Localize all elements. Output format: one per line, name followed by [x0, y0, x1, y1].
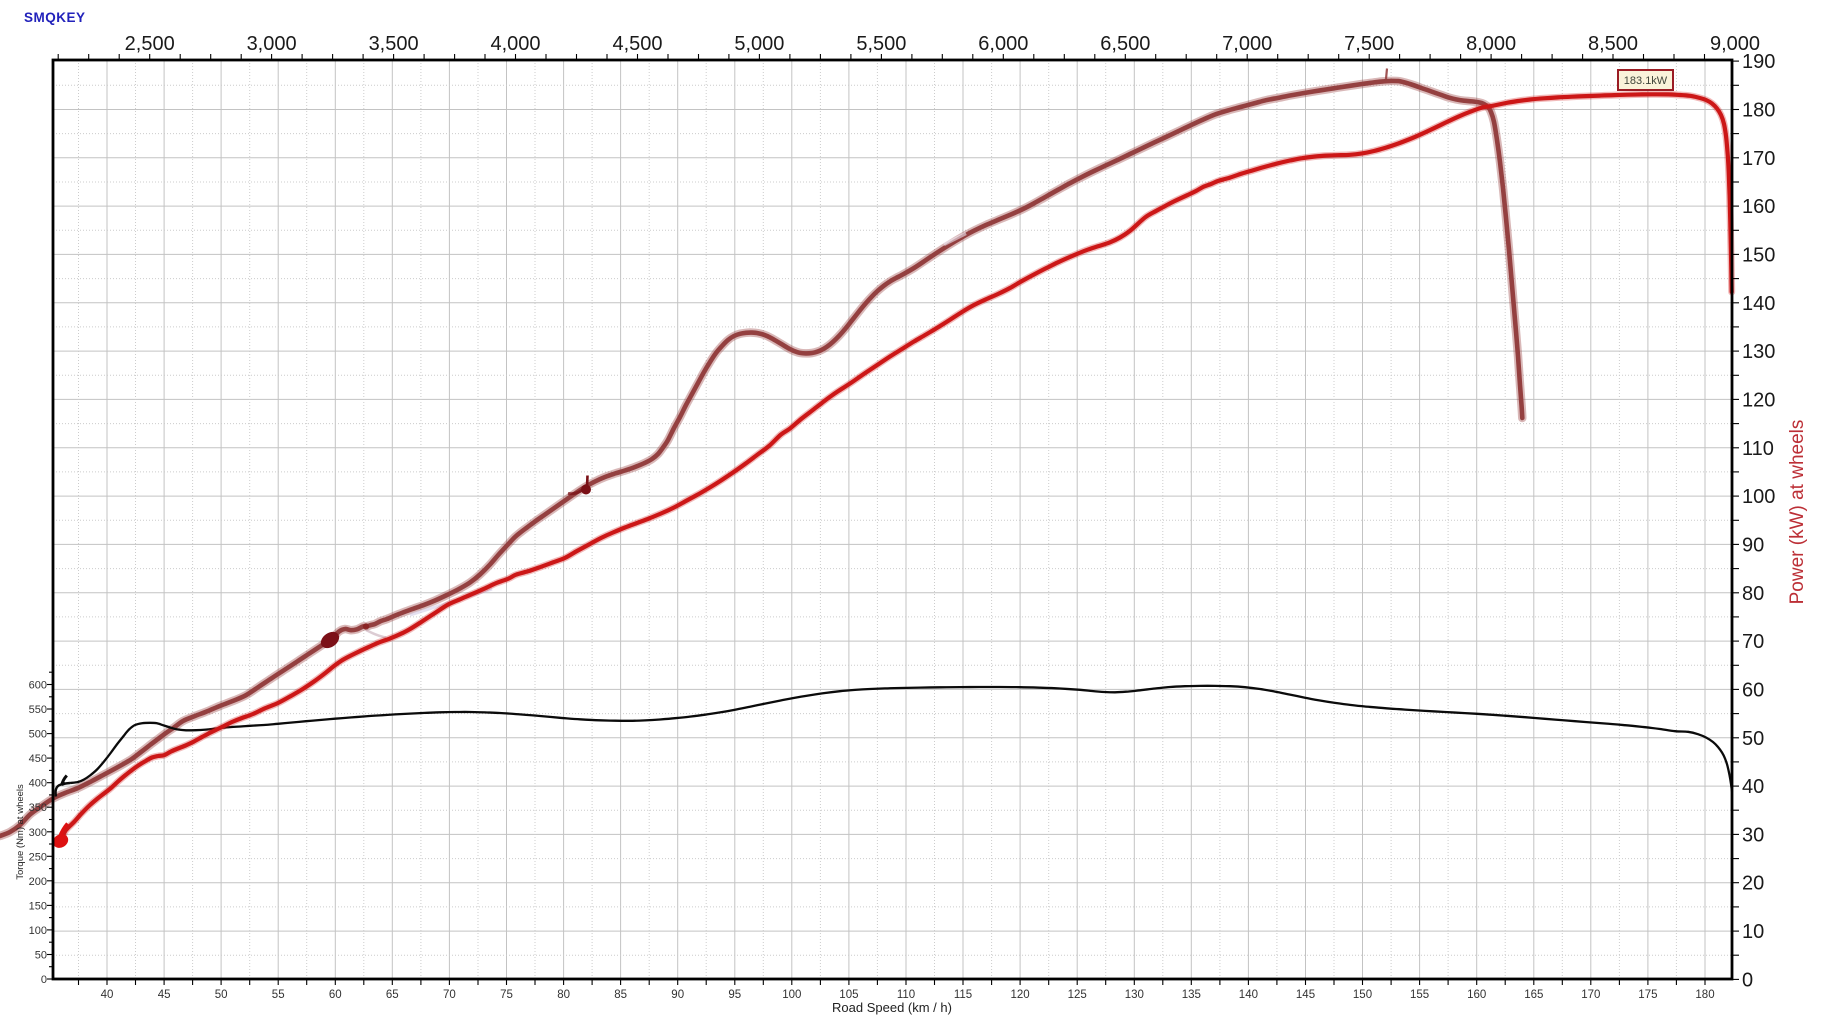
- svg-text:150: 150: [1353, 989, 1372, 1001]
- svg-text:65: 65: [386, 989, 399, 1001]
- svg-text:40: 40: [101, 989, 114, 1001]
- svg-text:95: 95: [728, 989, 741, 1001]
- svg-text:6,500: 6,500: [1100, 33, 1150, 55]
- svg-text:200: 200: [29, 876, 47, 888]
- svg-text:110: 110: [897, 989, 915, 1001]
- svg-text:9,000: 9,000: [1710, 33, 1760, 55]
- svg-text:170: 170: [1581, 989, 1600, 1001]
- svg-text:160: 160: [1742, 196, 1775, 218]
- svg-text:45: 45: [158, 989, 171, 1001]
- svg-text:183.1kW: 183.1kW: [1624, 75, 1668, 87]
- svg-text:120: 120: [1742, 389, 1775, 411]
- svg-text:2,500: 2,500: [125, 33, 175, 55]
- svg-text:8,500: 8,500: [1588, 33, 1638, 55]
- svg-text:180: 180: [1695, 989, 1714, 1001]
- svg-text:130: 130: [1742, 341, 1775, 363]
- svg-text:4,500: 4,500: [612, 33, 662, 55]
- svg-text:190: 190: [1742, 51, 1775, 73]
- svg-text:6,000: 6,000: [978, 33, 1028, 55]
- svg-text:140: 140: [1742, 293, 1775, 315]
- svg-text:7,500: 7,500: [1344, 33, 1394, 55]
- svg-text:Road Speed (km / h): Road Speed (km / h): [832, 1000, 952, 1015]
- svg-text:70: 70: [1742, 631, 1764, 653]
- svg-text:70: 70: [443, 989, 456, 1001]
- svg-text:55: 55: [272, 989, 285, 1001]
- svg-text:90: 90: [671, 989, 684, 1001]
- svg-text:80: 80: [1742, 583, 1764, 605]
- svg-text:60: 60: [1742, 679, 1764, 701]
- svg-text:30: 30: [1742, 824, 1764, 846]
- svg-text:50: 50: [35, 950, 47, 962]
- svg-text:0: 0: [41, 974, 47, 986]
- svg-text:180: 180: [1742, 100, 1775, 122]
- svg-text:100: 100: [1742, 486, 1775, 508]
- svg-text:5,000: 5,000: [734, 33, 784, 55]
- svg-text:8,000: 8,000: [1466, 33, 1516, 55]
- svg-text:145: 145: [1296, 989, 1315, 1001]
- svg-text:90: 90: [1742, 534, 1764, 556]
- svg-text:5,500: 5,500: [856, 33, 906, 55]
- svg-text:3,500: 3,500: [369, 33, 419, 55]
- svg-text:100: 100: [782, 989, 801, 1001]
- svg-text:SMQKEY: SMQKEY: [24, 10, 86, 25]
- svg-text:110: 110: [1742, 438, 1774, 460]
- svg-text:125: 125: [1068, 989, 1087, 1001]
- svg-text:105: 105: [839, 989, 858, 1001]
- svg-text:350: 350: [29, 802, 47, 814]
- svg-text:4,000: 4,000: [490, 33, 540, 55]
- svg-text:150: 150: [29, 900, 47, 912]
- svg-text:135: 135: [1182, 989, 1201, 1001]
- svg-text:40: 40: [1742, 776, 1764, 798]
- svg-text:115: 115: [954, 989, 972, 1001]
- svg-text:75: 75: [500, 989, 513, 1001]
- svg-text:550: 550: [29, 704, 47, 716]
- svg-text:120: 120: [1011, 989, 1030, 1001]
- svg-text:Torque (Nm) at wheels: Torque (Nm) at wheels: [15, 784, 26, 880]
- svg-text:175: 175: [1638, 989, 1657, 1001]
- svg-text:160: 160: [1467, 989, 1486, 1001]
- svg-text:85: 85: [614, 989, 627, 1001]
- svg-text:400: 400: [29, 778, 47, 790]
- svg-text:10: 10: [1742, 921, 1764, 943]
- svg-text:130: 130: [1125, 989, 1144, 1001]
- svg-text:50: 50: [1742, 728, 1764, 750]
- svg-text:500: 500: [29, 729, 47, 741]
- svg-text:20: 20: [1742, 873, 1764, 895]
- svg-text:150: 150: [1742, 244, 1775, 266]
- svg-text:250: 250: [29, 851, 47, 863]
- svg-text:7,000: 7,000: [1222, 33, 1272, 55]
- svg-text:300: 300: [29, 827, 47, 839]
- svg-text:600: 600: [29, 680, 47, 692]
- svg-text:140: 140: [1239, 989, 1258, 1001]
- svg-text:80: 80: [557, 989, 570, 1001]
- svg-text:165: 165: [1524, 989, 1543, 1001]
- svg-text:0: 0: [1742, 969, 1753, 991]
- svg-text:450: 450: [29, 753, 47, 765]
- svg-text:3,000: 3,000: [247, 33, 297, 55]
- svg-text:60: 60: [329, 989, 342, 1001]
- svg-text:50: 50: [215, 989, 228, 1001]
- svg-text:155: 155: [1410, 989, 1429, 1001]
- svg-text:100: 100: [29, 925, 47, 937]
- svg-text:170: 170: [1742, 148, 1775, 170]
- svg-text:Power (kW) at wheels: Power (kW) at wheels: [1787, 420, 1808, 605]
